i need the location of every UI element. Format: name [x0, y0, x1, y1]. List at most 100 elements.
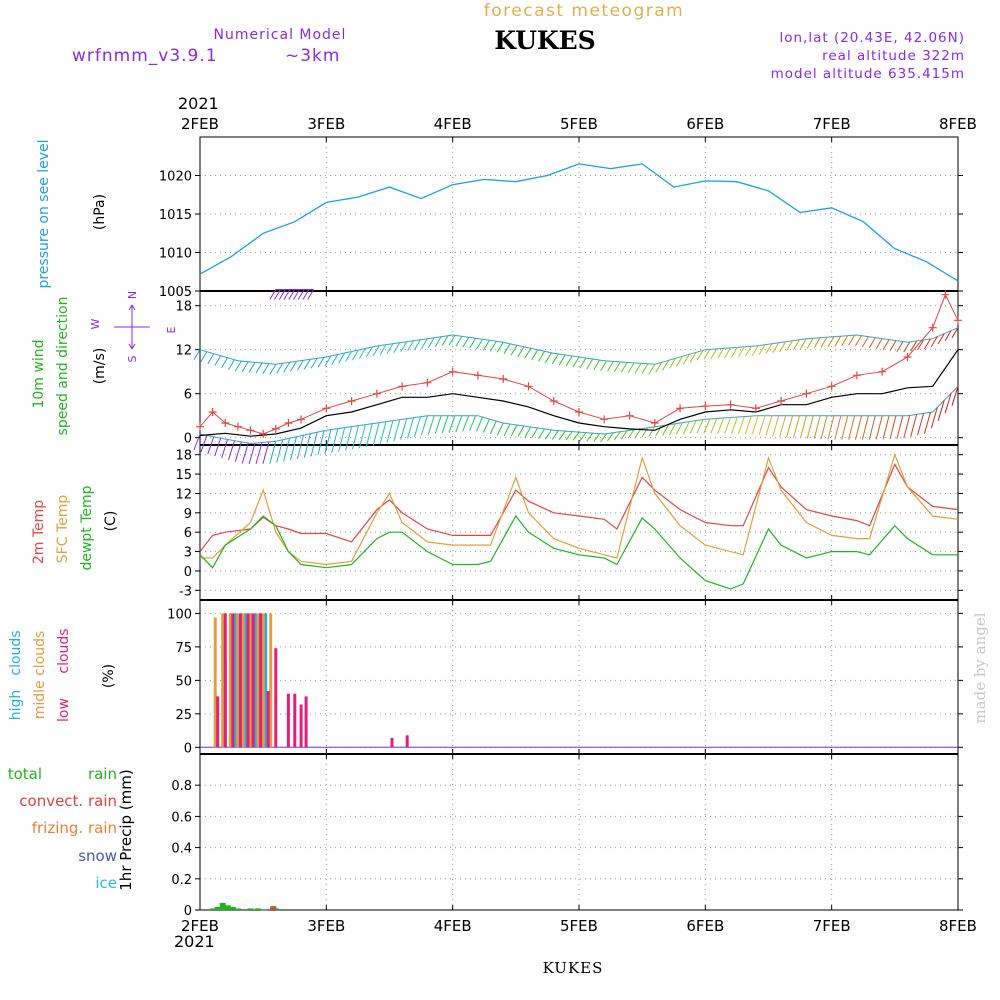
meteogram-title: forecast meteogram: [484, 1, 684, 21]
wind-barb: [352, 425, 359, 450]
low-cloud-bar: [266, 691, 270, 748]
wind-barb: [772, 342, 780, 353]
wind-barb: [262, 363, 270, 374]
wind-gust-marker: [928, 323, 937, 332]
wind-gust-marker: [600, 415, 609, 424]
wind-label-line2: speed and direction: [55, 297, 71, 436]
wind-barb: [827, 336, 835, 347]
wind-barb: [241, 361, 249, 372]
wind-barb: [441, 335, 449, 346]
wind-barb: [255, 362, 263, 374]
wind-barb: [393, 419, 401, 442]
y-tick-label: 12: [175, 344, 192, 359]
low-cloud-bar: [304, 696, 308, 748]
wind-gust-marker: [322, 404, 331, 413]
wind-barb: [662, 424, 670, 436]
y-tick-label: 75: [175, 641, 192, 656]
wind-barb: [310, 358, 318, 369]
mid-cloud-bar: [241, 613, 245, 748]
wind-barb: [834, 335, 842, 347]
wind-barb: [476, 339, 483, 350]
wind-gust-marker: [650, 419, 659, 427]
wind-barb: [524, 348, 532, 359]
wind-barb: [386, 343, 394, 354]
wind-barb: [283, 289, 291, 300]
wind-barb: [278, 289, 286, 300]
wind-barb: [703, 418, 711, 434]
wind-barb: [758, 344, 766, 355]
wind-speed-line: [199, 349, 959, 437]
wind-barb: [600, 360, 607, 372]
wind-barb: [338, 427, 346, 452]
wind-barb: [372, 422, 380, 446]
wind-barb: [737, 416, 745, 435]
wind-barb: [427, 337, 435, 348]
wind-barb: [352, 349, 359, 361]
wind-gust-marker: [499, 375, 508, 383]
wind-barb: [324, 355, 332, 367]
mid-cloud-bar: [221, 613, 225, 748]
wind-barb: [288, 289, 296, 300]
wind-barb: [510, 345, 518, 356]
wind-barb: [345, 351, 353, 362]
wind-barb: [744, 415, 752, 435]
wind-barb: [538, 428, 545, 439]
x-tick-label-top: 3FEB: [307, 115, 345, 133]
lonlat-label: lon,lat (20.43E, 42.06N): [779, 30, 965, 46]
wind-barb: [572, 356, 580, 368]
precip-convect-label: convect. rain: [19, 792, 117, 810]
y-tick-label: 0.2: [171, 873, 192, 888]
wind-barb: [517, 425, 525, 438]
wind-barb: [290, 436, 297, 461]
y-tick-label: 0.6: [171, 810, 192, 825]
wind-barb: [620, 362, 628, 373]
total-rain-bar: [234, 908, 241, 910]
wind-barb: [302, 289, 310, 300]
wind-barb: [634, 428, 642, 438]
wind-barb: [813, 337, 821, 348]
wind-gust-marker: [284, 419, 293, 427]
wind-barb: [269, 364, 277, 375]
wind-barb: [296, 360, 304, 371]
wind-gust-marker: [802, 389, 811, 398]
wind-barb: [207, 353, 215, 364]
y-tick-label: 12: [175, 487, 192, 502]
pressure-line: [199, 163, 959, 282]
wind-barb: [662, 360, 670, 371]
wind-barb: [283, 362, 291, 373]
wind-barb: [786, 415, 794, 438]
wind-barb: [303, 359, 311, 370]
wind-barb: [889, 415, 897, 440]
total-rain-bar: [209, 908, 216, 910]
wind-barb: [462, 415, 470, 432]
low-clouds-label-a: low: [56, 698, 72, 722]
wind-barb: [248, 442, 256, 465]
wind-gust-marker: [777, 397, 786, 405]
x-tick-label-top: 5FEB: [560, 115, 598, 133]
total-rain-bar: [229, 906, 236, 910]
real-altitude-label: real altitude 322m: [822, 48, 965, 64]
wind-barb: [675, 356, 683, 367]
wind-gust-marker: [751, 404, 760, 413]
wind-gust-marker: [221, 419, 230, 427]
wind-barb: [827, 415, 835, 440]
mid-cloud-bar: [256, 613, 260, 748]
compass-north: N: [126, 291, 139, 299]
wind-barb: [400, 418, 408, 440]
precip-ice-label: ice: [95, 874, 117, 892]
temp2m-line: [199, 463, 959, 552]
wind-barb: [779, 415, 787, 437]
wind-barb: [558, 354, 566, 366]
wind-gust-marker: [423, 378, 432, 387]
wind-gust-marker: [246, 426, 255, 435]
dewpt-label: dewpt Temp: [79, 485, 95, 570]
wind-gust-marker: [208, 408, 217, 416]
wind-barb: [331, 354, 339, 365]
wind-barb: [917, 339, 924, 351]
wind-gust-marker: [524, 382, 533, 391]
wind-barb: [799, 415, 807, 439]
high-clouds-label-b: clouds: [8, 630, 24, 675]
wind-barb: [579, 357, 587, 369]
wind-barb: [703, 349, 711, 360]
wind-barb: [496, 422, 504, 436]
